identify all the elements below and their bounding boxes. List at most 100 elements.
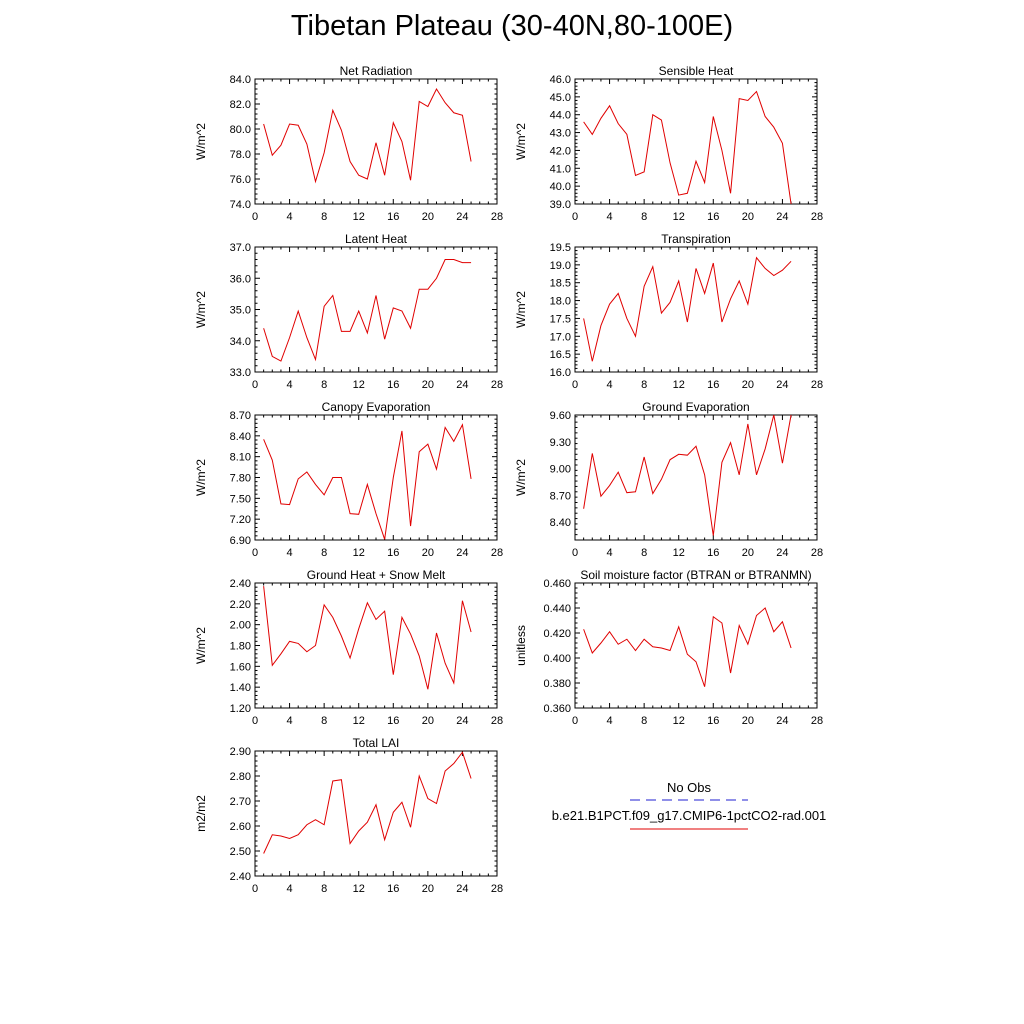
panel-transpiration: Transpiration W/m^2 0 4 8 12 16 20 24 28 16.0 16.5 1… bbox=[514, 232, 823, 391]
x-tick-label: 24 bbox=[456, 715, 468, 727]
y-tick-label: 1.80 bbox=[230, 641, 251, 653]
x-tick-label: 24 bbox=[456, 379, 468, 391]
panel-title: Latent Heat bbox=[345, 232, 408, 246]
x-tick-label: 12 bbox=[673, 547, 685, 559]
x-tick-label: 0 bbox=[252, 379, 258, 391]
panel-soil-moisture-factor-btran-or-btranmn: Soil moisture factor (BTRAN or BTRANMN) u… bbox=[514, 568, 823, 727]
x-tick-label: 0 bbox=[572, 379, 578, 391]
y-tick-label: 2.50 bbox=[230, 846, 251, 858]
y-tick-label: 2.90 bbox=[230, 746, 251, 758]
panel-sensible-heat: Sensible Heat W/m^2 0 4 8 12 16 20 24 28 39.0 40.0 4… bbox=[514, 64, 823, 223]
y-tick-label: 17.0 bbox=[550, 331, 571, 343]
x-tick-label: 8 bbox=[641, 379, 647, 391]
x-tick-label: 28 bbox=[491, 379, 503, 391]
y-tick-label: 0.420 bbox=[543, 628, 571, 640]
x-tick-label: 16 bbox=[707, 379, 719, 391]
x-tick-label: 16 bbox=[387, 211, 399, 223]
x-tick-label: 0 bbox=[252, 883, 258, 895]
y-tick-label: 42.0 bbox=[550, 145, 571, 157]
x-tick-label: 0 bbox=[572, 547, 578, 559]
y-tick-label: 0.460 bbox=[543, 578, 571, 590]
x-tick-label: 8 bbox=[641, 211, 647, 223]
y-tick-label: 74.0 bbox=[230, 199, 251, 211]
series-line bbox=[263, 751, 472, 854]
y-tick-label: 33.0 bbox=[230, 367, 251, 379]
x-tick-label: 0 bbox=[252, 715, 258, 727]
x-tick-label: 8 bbox=[641, 715, 647, 727]
y-axis-label: m2/m2 bbox=[194, 795, 208, 832]
y-axis-label: W/m^2 bbox=[514, 459, 528, 496]
x-tick-label: 4 bbox=[607, 547, 613, 559]
x-tick-label: 8 bbox=[321, 211, 327, 223]
y-tick-label: 8.70 bbox=[230, 410, 251, 422]
x-tick-label: 24 bbox=[456, 547, 468, 559]
panel-ground-heat-snow-melt: Ground Heat + Snow Melt W/m^2 0 4 8 12 16 20 24 2… bbox=[194, 568, 503, 727]
panel-title: Net Radiation bbox=[340, 64, 413, 78]
y-tick-label: 17.5 bbox=[550, 313, 571, 325]
page-title: Tibetan Plateau (30-40N,80-100E) bbox=[290, 10, 734, 42]
y-axis-label: W/m^2 bbox=[194, 291, 208, 328]
panel-net-radiation: Net Radiation W/m^2 0 4 8 12 16 20 24 28 74.0 76.0 7… bbox=[194, 64, 503, 223]
plot-frame bbox=[254, 750, 498, 877]
x-tick-label: 24 bbox=[776, 211, 788, 223]
y-tick-label: 41.0 bbox=[550, 163, 571, 175]
plot-frame bbox=[254, 78, 498, 205]
y-tick-label: 46.0 bbox=[550, 74, 571, 86]
x-tick-label: 4 bbox=[287, 211, 293, 223]
x-tick-label: 16 bbox=[387, 547, 399, 559]
panel-ground-evaporation: Ground Evaporation W/m^2 0 4 8 12 16 20 24 28 8.40… bbox=[514, 400, 823, 559]
x-tick-label: 8 bbox=[321, 715, 327, 727]
panel-title: Ground Evaporation bbox=[642, 400, 749, 414]
x-tick-label: 0 bbox=[572, 211, 578, 223]
series-line bbox=[263, 423, 472, 540]
plot-frame bbox=[254, 582, 498, 709]
y-tick-label: 1.20 bbox=[230, 703, 251, 715]
y-tick-label: 0.380 bbox=[543, 678, 571, 690]
x-tick-label: 20 bbox=[742, 715, 754, 727]
x-tick-label: 16 bbox=[707, 211, 719, 223]
y-tick-label: 44.0 bbox=[550, 110, 571, 122]
y-axis-label: W/m^2 bbox=[514, 123, 528, 160]
y-tick-label: 9.30 bbox=[550, 437, 571, 449]
x-tick-label: 12 bbox=[353, 547, 365, 559]
y-tick-label: 76.0 bbox=[230, 174, 251, 186]
legend-obs-label: No Obs bbox=[666, 780, 712, 795]
legend-obs-line bbox=[630, 799, 748, 801]
series-line bbox=[583, 90, 792, 204]
x-tick-label: 16 bbox=[707, 715, 719, 727]
y-tick-label: 80.0 bbox=[230, 124, 251, 136]
y-tick-label: 37.0 bbox=[230, 242, 251, 254]
legend-case-label: b.e21.B1PCT.f09_g17.CMIP6-1pctCO2-rad.00… bbox=[551, 808, 827, 823]
x-tick-label: 20 bbox=[422, 715, 434, 727]
y-tick-label: 19.0 bbox=[550, 260, 571, 272]
x-tick-label: 12 bbox=[673, 379, 685, 391]
y-tick-label: 0.360 bbox=[543, 703, 571, 715]
x-tick-label: 12 bbox=[353, 883, 365, 895]
panel-title: Ground Heat + Snow Melt bbox=[307, 568, 446, 582]
x-tick-label: 8 bbox=[321, 547, 327, 559]
y-tick-label: 7.50 bbox=[230, 493, 251, 505]
x-tick-label: 12 bbox=[673, 715, 685, 727]
x-tick-label: 16 bbox=[387, 715, 399, 727]
panel-canopy-evaporation: Canopy Evaporation W/m^2 0 4 8 12 16 20 24 28 6.90… bbox=[194, 400, 503, 559]
y-tick-label: 2.60 bbox=[230, 821, 251, 833]
x-tick-label: 28 bbox=[491, 211, 503, 223]
y-axis-label: W/m^2 bbox=[194, 123, 208, 160]
y-tick-label: 1.40 bbox=[230, 682, 251, 694]
x-tick-label: 28 bbox=[811, 211, 823, 223]
y-tick-label: 8.40 bbox=[230, 431, 251, 443]
y-tick-label: 40.0 bbox=[550, 181, 571, 193]
x-tick-label: 4 bbox=[607, 211, 613, 223]
y-tick-label: 2.20 bbox=[230, 599, 251, 611]
series-line bbox=[263, 586, 472, 690]
x-tick-label: 4 bbox=[607, 715, 613, 727]
legend-case-line bbox=[630, 828, 748, 830]
x-tick-label: 24 bbox=[776, 547, 788, 559]
x-tick-label: 16 bbox=[387, 883, 399, 895]
x-tick-label: 4 bbox=[287, 379, 293, 391]
x-tick-label: 28 bbox=[811, 547, 823, 559]
y-tick-label: 7.20 bbox=[230, 514, 251, 526]
y-axis-label: W/m^2 bbox=[514, 291, 528, 328]
y-tick-label: 16.0 bbox=[550, 367, 571, 379]
